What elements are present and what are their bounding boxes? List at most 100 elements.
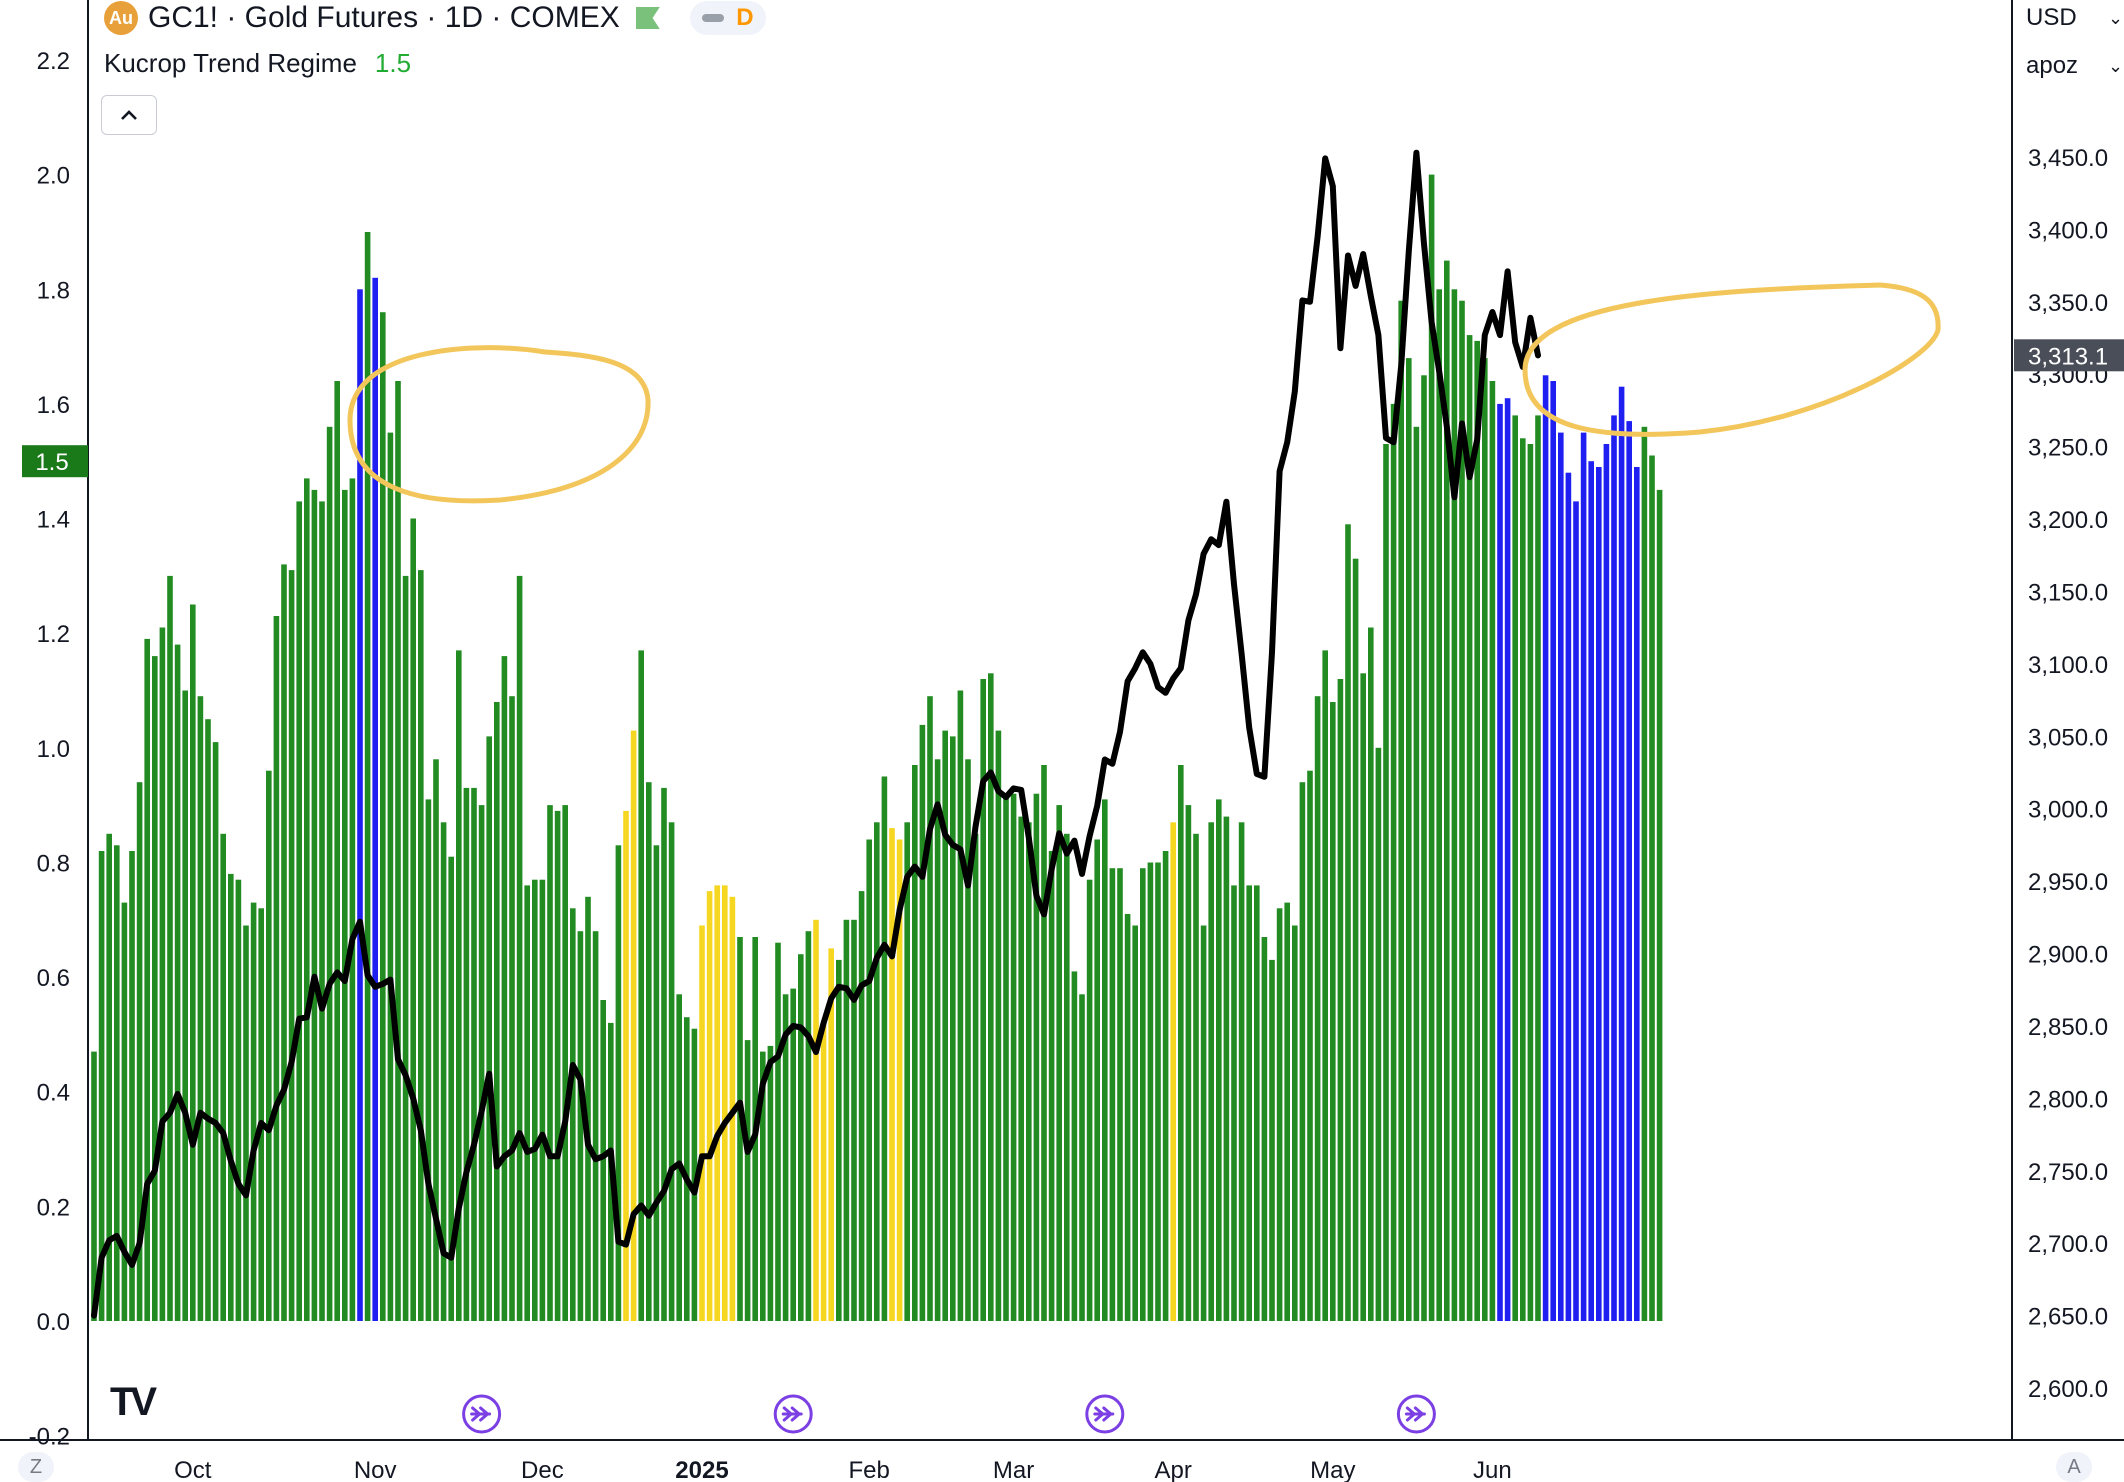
event-icon-arrow: [1404, 1406, 1426, 1422]
bar: [1542, 375, 1549, 1322]
indicator-name[interactable]: Kucrop Trend Regime: [104, 48, 357, 78]
bar: [1489, 381, 1496, 1321]
bar: [296, 501, 302, 1321]
bar: [760, 1051, 766, 1321]
chevron-down-icon[interactable]: ⌄: [2108, 56, 2124, 76]
bar: [197, 696, 204, 1321]
bar: [988, 673, 994, 1321]
bar: [1398, 300, 1404, 1321]
unit-selector[interactable]: apoz: [2026, 52, 2079, 79]
bar: [1611, 415, 1617, 1321]
zoom-toggle-button[interactable]: Z: [18, 1452, 54, 1482]
event-arrow-icon[interactable]: [1396, 1394, 1436, 1434]
bar: [152, 656, 158, 1321]
bar: [874, 822, 880, 1321]
right-axis-tick-label: 3,050.0: [2028, 724, 2108, 751]
bar: [380, 312, 386, 1321]
bar: [790, 988, 796, 1321]
bar: [1041, 765, 1047, 1321]
data-mode-badge[interactable]: D: [689, 1, 766, 35]
bar: [1299, 782, 1306, 1321]
auto-scale-button[interactable]: A: [2056, 1452, 2092, 1482]
bar: [266, 770, 272, 1321]
currency-selector[interactable]: USD: [2026, 4, 2077, 31]
right-axis-tick-label: 2,600.0: [2028, 1376, 2108, 1403]
indicator-legend[interactable]: Kucrop Trend Regime 1.5: [104, 48, 411, 79]
bar: [1573, 501, 1579, 1321]
bar: [1330, 702, 1336, 1321]
flag-icon[interactable]: [635, 7, 660, 29]
bar: [1254, 885, 1260, 1321]
bar: [114, 845, 120, 1321]
bar: [1124, 914, 1131, 1321]
bar: [1132, 925, 1138, 1321]
left-axis-tick-label: 0.0: [37, 1309, 70, 1336]
event-arrow-icon[interactable]: [1085, 1394, 1125, 1434]
right-axis-tick-label: 2,900.0: [2028, 942, 2108, 969]
bar: [995, 730, 1002, 1321]
bar: [1193, 833, 1199, 1321]
bar: [319, 501, 325, 1321]
bar: [767, 1045, 774, 1321]
bar: [1185, 805, 1192, 1321]
bar: [357, 289, 363, 1321]
bar: [326, 426, 333, 1321]
bar: [965, 759, 971, 1321]
bar: [425, 799, 432, 1321]
bar: [364, 232, 371, 1321]
bar: [1140, 868, 1146, 1321]
chevron-down-icon[interactable]: ⌄: [2108, 8, 2124, 28]
bar: [1466, 335, 1473, 1322]
bar: [919, 724, 926, 1321]
right-axis-tick-label: 3,100.0: [2028, 652, 2108, 679]
symbol-title[interactable]: GC1! · Gold Futures · 1D · COMEX: [148, 1, 620, 34]
bar: [494, 702, 500, 1321]
bar: [1003, 793, 1009, 1321]
event-arrow-icon[interactable]: [462, 1394, 502, 1434]
bar: [1064, 833, 1070, 1321]
bar: [1048, 851, 1055, 1321]
collapse-legend-button[interactable]: [101, 95, 157, 135]
bar: [235, 879, 242, 1321]
bar: [304, 478, 310, 1321]
bar: [676, 994, 682, 1321]
bar: [144, 638, 150, 1321]
event-arrow-icon[interactable]: [773, 1394, 813, 1434]
bar: [615, 845, 622, 1321]
bar: [1094, 839, 1100, 1321]
tradingview-logo-icon[interactable]: TV: [110, 1380, 157, 1424]
interval-badge: D: [736, 4, 754, 31]
bar: [1512, 415, 1518, 1321]
bar: [630, 730, 637, 1321]
bar: [1383, 444, 1389, 1321]
bar: [554, 810, 561, 1321]
bar: [858, 891, 865, 1321]
symbol-legend[interactable]: Au GC1! · Gold Futures · 1D · COMEX D: [104, 0, 766, 36]
right-axis-tick-label: 2,650.0: [2028, 1304, 2108, 1331]
left-axis-tick-label: 1.2: [37, 621, 70, 648]
bar: [1520, 438, 1526, 1321]
bar: [395, 381, 401, 1321]
bar: [1360, 673, 1366, 1321]
bar: [418, 570, 424, 1321]
bar: [136, 782, 143, 1321]
bar: [1178, 765, 1184, 1321]
bar: [972, 833, 979, 1321]
bar: [1284, 902, 1290, 1321]
bar: [1337, 679, 1344, 1321]
left-axis-tick-label: 0.6: [37, 965, 70, 992]
bar: [1102, 799, 1108, 1321]
bar: [1216, 799, 1222, 1321]
bar: [167, 575, 173, 1321]
right-axis-tick-label: 3,200.0: [2028, 507, 2108, 534]
x-axis-tick-label: Feb: [849, 1457, 890, 1482]
x-axis-tick-label: Oct: [174, 1457, 212, 1482]
bar: [463, 787, 470, 1321]
right-axis-tick-label: 3,350.0: [2028, 290, 2108, 317]
bar: [121, 902, 128, 1321]
bar: [91, 1051, 97, 1321]
bar: [562, 805, 568, 1321]
bar: [912, 765, 918, 1321]
bar: [98, 851, 105, 1321]
